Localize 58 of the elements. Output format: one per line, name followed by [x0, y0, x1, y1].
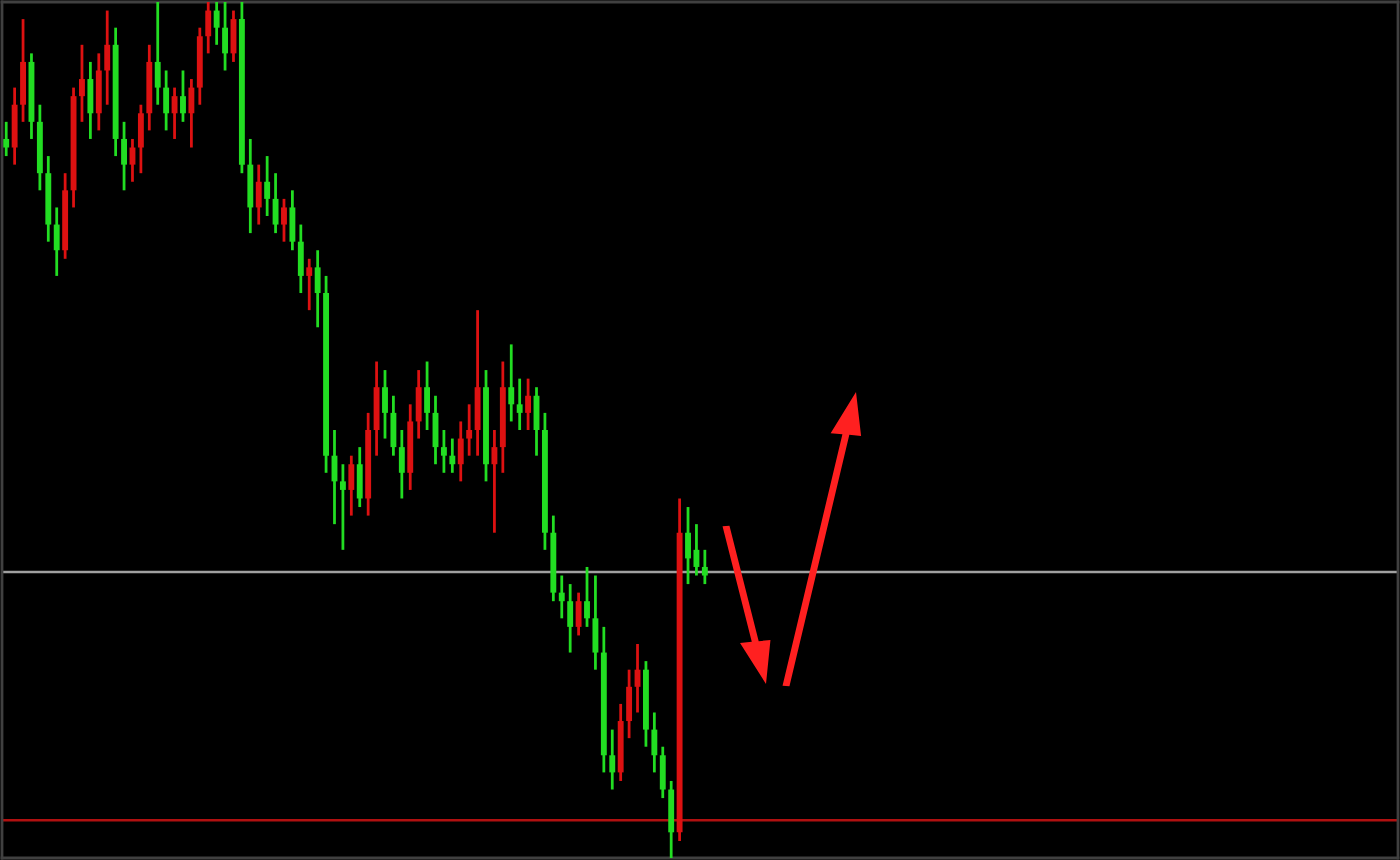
candlestick: [701, 548, 708, 586]
candlestick: [609, 728, 616, 791]
candlestick: [567, 582, 574, 654]
candlestick: [272, 171, 279, 235]
candlestick: [11, 86, 18, 167]
candlestick: [592, 574, 599, 672]
candlestick: [516, 377, 523, 432]
candlestick: [398, 428, 405, 500]
candlestick: [659, 745, 666, 800]
candlestick: [188, 77, 195, 149]
candlestick: [222, 2, 229, 72]
candlestick: [558, 574, 565, 620]
candlestick: [491, 428, 498, 535]
candlestick: [163, 69, 170, 132]
candlestick: [474, 308, 481, 458]
candlestick: [508, 343, 515, 423]
candlestick: [449, 437, 456, 475]
candlestick: [104, 9, 111, 107]
candlestick: [137, 103, 144, 175]
candlestick: [693, 522, 700, 577]
candlestick: [171, 86, 178, 141]
candlestick: [3, 120, 10, 158]
candlestick: [314, 248, 321, 329]
candlestick: [626, 668, 633, 740]
candlestick: [575, 591, 582, 637]
candlestick: [180, 69, 186, 124]
candlestick: [213, 2, 220, 47]
candlestick: [297, 223, 304, 295]
candlestick: [121, 120, 127, 192]
candlestick: [95, 51, 102, 132]
candlestick: [79, 43, 85, 124]
candlestick: [356, 445, 363, 509]
candlestick: [390, 394, 397, 458]
candlestick: [668, 779, 675, 858]
candlestick: [264, 154, 271, 218]
candlestick: [281, 197, 287, 244]
candlestick: [382, 368, 388, 440]
candlestick: [685, 505, 691, 586]
candlestick: [457, 420, 464, 483]
candlestick: [525, 377, 532, 432]
candlestick: [205, 2, 212, 55]
candlestick: [20, 17, 26, 124]
candlestick: [87, 60, 94, 141]
candlestick: [255, 163, 262, 226]
candlestick: [247, 137, 254, 235]
candlestick: [339, 462, 346, 552]
candlestick: [440, 428, 447, 475]
candlestick: [424, 360, 431, 432]
candlestick: [154, 2, 161, 107]
candlestick: [584, 565, 590, 629]
candlestick: [651, 711, 658, 774]
candlestick: [289, 188, 296, 252]
candlestick: [415, 368, 422, 440]
candlestick: [466, 402, 473, 458]
candlestick: [306, 257, 313, 312]
candlestick: [373, 360, 380, 458]
candlestick: [53, 206, 60, 278]
candlestick: [348, 454, 355, 517]
